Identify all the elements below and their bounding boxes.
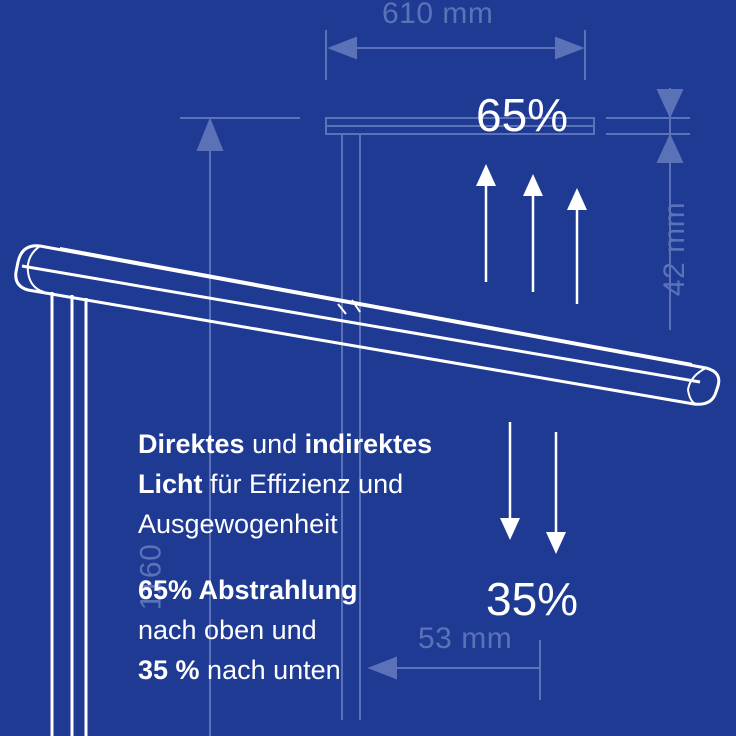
lamp-post bbox=[50, 292, 88, 736]
lamp-arm bbox=[14, 244, 721, 406]
arrow-down-icon bbox=[546, 432, 566, 554]
description-line-5: nach oben und bbox=[138, 615, 317, 645]
depth-dimension-label: 53 mm bbox=[418, 622, 513, 655]
description-line-3: Ausgewogenheit bbox=[138, 509, 338, 539]
description-line-4: 65% Abstrahlung bbox=[138, 575, 358, 605]
arrow-up-icon bbox=[476, 164, 496, 282]
width-dimension-label: 610 mm bbox=[382, 0, 494, 30]
description-line-1: Direktes und indirektes bbox=[138, 429, 433, 459]
arrows-up bbox=[476, 164, 587, 304]
arrow-up-icon bbox=[567, 188, 587, 304]
description-line-2: Licht für Effizienz und bbox=[138, 469, 404, 499]
arrow-down-icon bbox=[500, 422, 520, 540]
blueprint-lines bbox=[180, 30, 690, 736]
arrow-up-icon bbox=[523, 174, 543, 292]
distribution-description: 65% Abstrahlung nach oben und 35 % nach … bbox=[138, 570, 358, 690]
feature-description: Direktes und indirektes Licht für Effizi… bbox=[138, 424, 432, 544]
down-light-percentage: 35% bbox=[486, 573, 579, 625]
description-line-6: 35 % nach unten bbox=[138, 655, 341, 685]
height-dimension-label: 42 mm bbox=[658, 201, 692, 297]
up-light-percentage: 65% bbox=[476, 89, 569, 141]
arrows-down bbox=[500, 422, 566, 554]
